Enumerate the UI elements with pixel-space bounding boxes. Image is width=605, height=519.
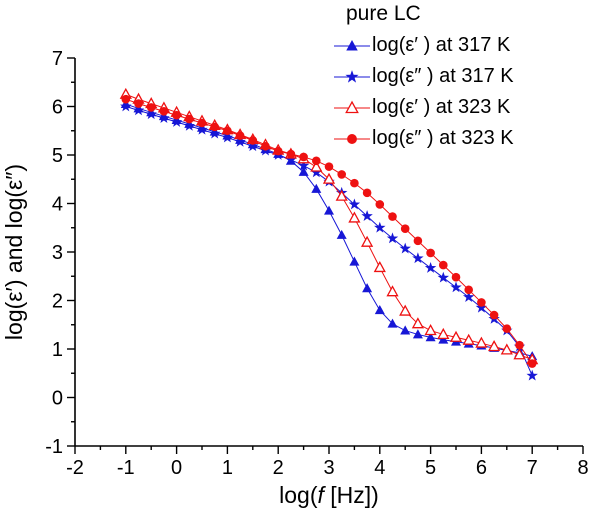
legend-title: pure LC [346,2,421,25]
y-axis-label: log(ε′) and log(ε″) [1,164,27,340]
legend-entry-label: log(ε′ ) at 323 K [372,96,511,118]
svg-text:-1: -1 [45,436,63,458]
svg-text:0: 0 [171,457,182,479]
svg-text:8: 8 [577,457,588,479]
legend-entry: log(ε′ ) at 323 K [332,92,514,123]
svg-text:4: 4 [52,194,63,216]
legend-entry: log(ε″ ) at 323 K [332,123,514,154]
svg-text:1: 1 [52,339,63,361]
svg-text:3: 3 [323,457,334,479]
x-axis-label: log(f [Hz]) [279,482,379,508]
svg-text:-2: -2 [66,457,84,479]
svg-text:5: 5 [425,457,436,479]
svg-text:7: 7 [52,48,63,70]
legend: pure LC log(ε′ ) at 317 K log(ε″ ) at 31… [332,2,514,154]
svg-text:7: 7 [527,457,538,479]
x-axis-label-f-symbol: f [318,482,327,508]
legend-entry-label: log(ε″ ) at 317 K [372,65,514,87]
open-triangle-icon [334,100,370,113]
x-axis-label-prefix: log( [279,482,318,508]
legend-entry-label: log(ε″ ) at 323 K [372,127,514,149]
legend-entry-label: log(ε′ ) at 317 K [372,34,511,56]
svg-text:2: 2 [52,291,63,313]
filled-star-icon [334,69,370,83]
legend-entry: log(ε″ ) at 317 K [332,61,514,92]
svg-text:3: 3 [52,242,63,264]
svg-text:6: 6 [476,457,487,479]
svg-text:0: 0 [52,388,63,410]
filled-circle-icon [334,133,370,144]
filled-triangle-icon [334,39,370,50]
svg-text:-1: -1 [117,457,135,479]
svg-text:2: 2 [273,457,284,479]
svg-text:5: 5 [52,145,63,167]
svg-text:1: 1 [222,457,233,479]
svg-text:4: 4 [374,457,385,479]
legend-entry: log(ε′ ) at 317 K [332,30,514,61]
x-axis-label-suffix: [Hz]) [324,482,379,508]
svg-text:6: 6 [52,97,63,119]
